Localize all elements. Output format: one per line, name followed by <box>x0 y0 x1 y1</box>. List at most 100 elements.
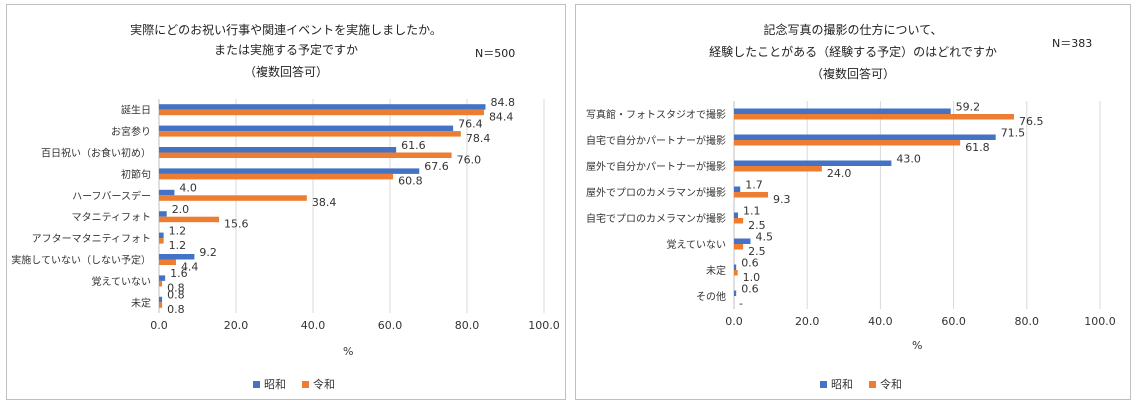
legend-swatch-showa <box>820 380 827 388</box>
legend: 昭和 令和 <box>253 376 335 392</box>
data-label: 1.6 <box>170 267 188 280</box>
category-label: 実施していない（しない予定） <box>11 254 151 267</box>
data-label: 38.4 <box>312 196 337 209</box>
x-tick-label: 20.0 <box>795 315 820 328</box>
x-tick-label: 40.0 <box>868 315 893 328</box>
x-axis-label: % <box>343 345 354 358</box>
data-label: 2.0 <box>172 203 190 216</box>
bar-showa <box>734 160 892 166</box>
chart-title-line-1: 実際にどのお祝い行事や関連イベントを実施しましたか。 <box>130 23 442 37</box>
x-tick-label: 40.0 <box>301 319 326 332</box>
bar-showa <box>734 238 751 244</box>
bar-reiwa <box>159 152 452 158</box>
bar-reiwa <box>734 140 961 146</box>
category-label: アフターマタニティフォト <box>32 233 151 245</box>
data-label: 84.4 <box>489 110 514 123</box>
legend-label-reiwa: 令和 <box>313 378 335 391</box>
x-tick-label: 0.0 <box>725 315 743 328</box>
category-label: 覚えていない <box>667 238 727 251</box>
data-label: 1.1 <box>743 204 761 217</box>
category-label: 誕生日 <box>121 104 151 117</box>
data-label: 0.6 <box>741 256 759 269</box>
data-label: 1.7 <box>745 178 763 191</box>
data-label: 60.8 <box>398 175 423 188</box>
data-label: 15.6 <box>224 217 249 230</box>
bar-showa <box>159 125 454 132</box>
bar-showa <box>734 290 737 296</box>
data-label: 0.8 <box>167 289 185 302</box>
bar-showa <box>734 264 737 270</box>
category-label: 写真館・フォトスタジオで撮影 <box>586 108 726 121</box>
sample-size-label: N＝383 <box>1052 37 1093 50</box>
bar-showa <box>159 104 486 110</box>
bar-reiwa <box>159 216 220 223</box>
x-tick-label: 0.0 <box>150 319 168 332</box>
bar-reiwa <box>159 195 307 201</box>
category-label: 覚えていない <box>92 275 152 288</box>
legend-swatch-reiwa <box>869 380 876 388</box>
bar-reiwa <box>734 244 744 250</box>
legend-swatch-showa <box>253 380 260 388</box>
bar-showa <box>159 147 397 153</box>
data-label: 1.2 <box>169 224 187 237</box>
category-label: ハーフバースデー <box>72 189 151 202</box>
category-label: 自宅でプロのカメラマンが撮影 <box>586 212 726 225</box>
data-label: 2.5 <box>748 219 766 232</box>
legend: 昭和 令和 <box>820 376 902 392</box>
data-label: 0.6 <box>741 282 759 295</box>
sample-size-label: N＝500 <box>475 47 516 60</box>
bar-showa <box>734 186 741 192</box>
chart-title-line-1: 記念写真の撮影の仕方について、 <box>763 23 943 37</box>
x-tick-label: 100.0 <box>528 319 560 332</box>
chart-panel-right: 記念写真の撮影の仕方について、 経験したことがある（経験する予定）のはどれですか… <box>575 4 1131 400</box>
data-label: 2.5 <box>748 245 766 258</box>
bar-showa <box>159 232 164 239</box>
legend-label-showa: 昭和 <box>831 378 853 391</box>
legend-swatch-reiwa <box>302 380 309 388</box>
bar-showa <box>159 254 195 260</box>
bar-showa <box>159 211 167 217</box>
category-label: その他 <box>696 290 726 303</box>
bar-reiwa <box>159 280 163 287</box>
bar-showa <box>734 212 739 218</box>
data-label: 78.4 <box>466 132 491 145</box>
bar-reiwa <box>159 238 164 244</box>
bar-reiwa <box>159 109 484 116</box>
data-label: 59.2 <box>956 100 981 113</box>
data-label: 71.5 <box>1001 126 1025 139</box>
x-tick-label: 60.0 <box>941 315 966 328</box>
data-label: 4.0 <box>179 182 197 195</box>
category-label: 屋外で自分かパートナーが撮影 <box>586 160 726 173</box>
data-label: 1.0 <box>743 271 761 284</box>
data-label: 4.5 <box>755 230 773 243</box>
bar-showa <box>159 189 175 196</box>
chart-title-line-2: または実施する予定ですか <box>213 43 358 57</box>
bar-chart-right: 0.0 20.0 40.0 60.0 80.0 100.0 写真館・フォトスタジオで撮影 59… <box>586 100 1116 328</box>
x-tick-label: 80.0 <box>1015 315 1040 328</box>
category-label: 未定 <box>706 264 726 277</box>
data-label: 43.0 <box>896 152 921 165</box>
data-label: 24.0 <box>827 167 852 180</box>
category-label: マタニティフォト <box>72 212 151 224</box>
data-label: 0.8 <box>167 303 185 316</box>
chart-panel-left: 実際にどのお祝い行事や関連イベントを実施しましたか。 または実施する予定ですか … <box>6 4 566 400</box>
legend-label-showa: 昭和 <box>264 378 286 391</box>
data-label: 76.0 <box>457 153 482 166</box>
bar-showa <box>734 108 951 114</box>
data-label: 4.4 <box>181 260 199 273</box>
bar-reiwa <box>734 114 1014 120</box>
legend-label-reiwa: 令和 <box>880 378 902 391</box>
chart-title-line-2: 経験したことがある（経験する予定）のはどれですか <box>709 45 997 59</box>
bar-reiwa <box>734 218 744 224</box>
category-label: 百日祝い（お食い初め） <box>41 147 151 160</box>
x-tick-label: 80.0 <box>455 319 480 332</box>
data-label: 67.6 <box>424 160 449 173</box>
bar-showa <box>159 275 166 281</box>
bar-reiwa <box>734 166 822 172</box>
chart-title-line-3: （複数回答可） <box>243 65 328 79</box>
data-label: 76.4 <box>458 117 483 130</box>
x-tick-label: 20.0 <box>224 319 249 332</box>
bar-reiwa <box>159 302 163 308</box>
bar-reiwa <box>734 192 769 198</box>
data-label: - <box>739 297 743 310</box>
